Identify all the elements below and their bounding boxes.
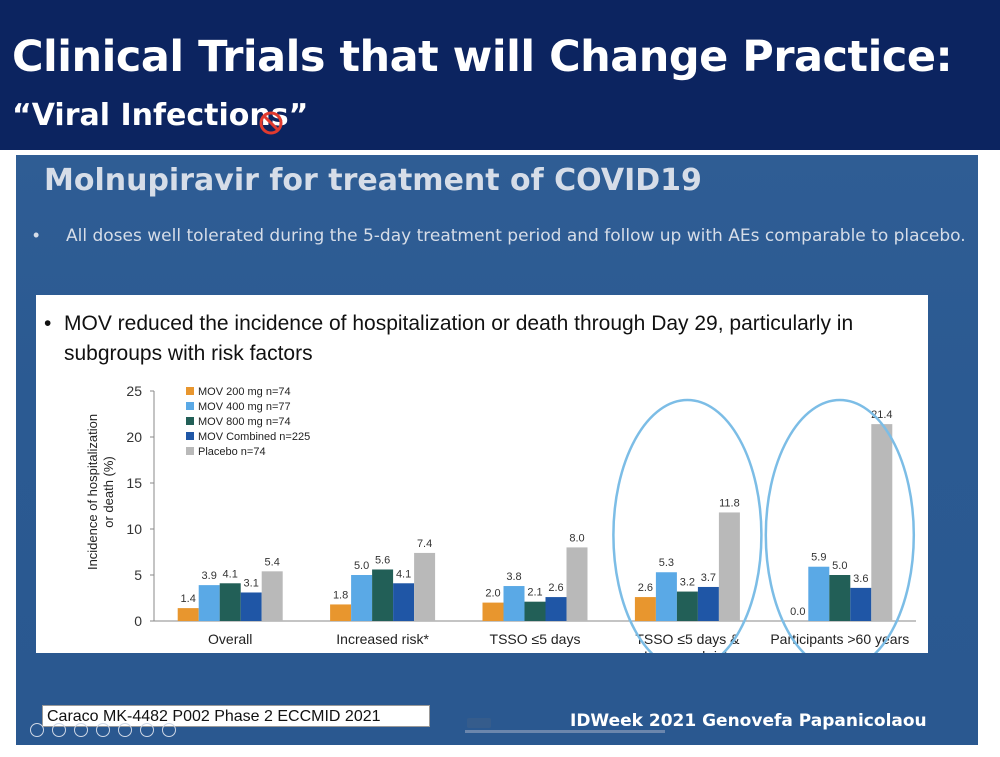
data-label: 3.9: [202, 570, 217, 582]
data-label: 5.0: [832, 560, 847, 572]
presenter-credit: IDWeek 2021 Genovefa Papanicolaou: [570, 711, 927, 731]
bar: [871, 424, 893, 621]
bar: [351, 575, 373, 621]
citation: Caraco MK-4482 P002 Phase 2 ECCMID 2021: [42, 705, 430, 727]
data-label: 3.2: [680, 577, 695, 589]
bar: [414, 552, 436, 621]
data-label: 1.8: [333, 589, 348, 601]
legend-entry: MOV Combined n=225: [198, 431, 310, 443]
bar: [697, 586, 719, 621]
bar: [240, 592, 262, 621]
slide-content: Molnupiravir for treatment of COVID19 • …: [16, 155, 978, 745]
slide-header: Clinical Trials that will Change Practic…: [0, 0, 1000, 150]
data-label: 3.1: [244, 577, 259, 589]
bullet-marker: •: [44, 312, 52, 335]
data-label: 5.6: [375, 554, 390, 566]
data-label: 2.6: [548, 582, 563, 594]
data-label: 8.0: [569, 532, 584, 544]
slide-title: Molnupiravir for treatment of COVID19: [44, 163, 702, 198]
legend-swatch: [186, 432, 194, 440]
bar: [393, 583, 415, 621]
y-tick-label: 5: [134, 567, 142, 583]
page-subtitle: “Viral Infections”: [12, 98, 309, 133]
data-label: 2.6: [638, 582, 653, 594]
legend-swatch: [186, 402, 194, 410]
data-label: 2.1: [527, 587, 542, 599]
legend-swatch: [186, 447, 194, 455]
y-tick-label: 10: [126, 521, 142, 537]
bar: [219, 583, 241, 621]
legend-entry: MOV 800 mg n=74: [198, 416, 291, 428]
chart-bullet: • MOV reduced the incidence of hospitali…: [44, 309, 904, 369]
x-tick-label: Overall: [208, 631, 252, 647]
bar: [198, 585, 220, 621]
data-label: 2.0: [485, 588, 500, 600]
data-label: 5.9: [811, 552, 826, 564]
data-label: 4.1: [396, 568, 411, 580]
bar: [482, 602, 504, 621]
page-title: Clinical Trials that will Change Practic…: [12, 32, 953, 82]
legend-swatch: [186, 417, 194, 425]
y-tick-label: 20: [126, 429, 142, 445]
data-label: 5.0: [354, 560, 369, 572]
data-label: 11.8: [719, 497, 740, 509]
legend-entry: MOV 200 mg n=74: [198, 386, 291, 398]
data-label: 3.6: [853, 573, 868, 585]
bar: [372, 569, 394, 621]
bar: [261, 571, 283, 621]
chart-panel: • MOV reduced the incidence of hospitali…: [36, 295, 928, 653]
data-label: 3.8: [506, 571, 521, 583]
seek-bar[interactable]: [465, 730, 665, 733]
bar: [330, 604, 352, 621]
bar: [503, 586, 525, 621]
x-tick-label: TSSO ≤5 days &: [635, 631, 740, 647]
x-tick-label: Increased risk: [644, 648, 732, 653]
bar: [177, 608, 199, 621]
slide-bullet-text: All doses well tolerated during the 5-da…: [66, 226, 966, 246]
bar: [676, 591, 698, 621]
x-tick-label: Participants >60 years: [770, 631, 909, 647]
player-controls: [16, 720, 276, 746]
data-label: 5.4: [265, 556, 280, 568]
bar: [634, 597, 656, 621]
y-tick-label: 25: [126, 383, 142, 399]
legend-entry: Placebo n=74: [198, 446, 266, 458]
no-sign-icon: [259, 111, 283, 135]
y-axis-label: or death (%): [101, 456, 116, 528]
bar: [808, 566, 830, 621]
pen-icon[interactable]: [74, 723, 88, 737]
legend-entry: MOV 400 mg n=77: [198, 401, 291, 413]
bar: [566, 547, 588, 621]
data-label: 3.7: [701, 572, 716, 584]
highlight-circle: [764, 398, 916, 653]
bar-chart: 0 5 10 15 20 25 Incidence of hospitalization or…: [85, 383, 916, 653]
data-label: 1.4: [181, 593, 196, 605]
y-tick-label: 15: [126, 475, 142, 491]
data-label: 4.1: [223, 568, 238, 580]
highlight-circle: [612, 398, 763, 653]
zoom-icon[interactable]: [118, 723, 132, 737]
x-tick-label: TSSO ≤5 days: [490, 631, 581, 647]
x-tick-label: Increased risk*: [336, 631, 429, 647]
bar: [718, 512, 740, 621]
grid-icon[interactable]: [140, 723, 154, 737]
y-tick-label: 0: [134, 613, 142, 629]
data-label: 7.4: [417, 538, 432, 550]
more-icon[interactable]: [162, 723, 176, 737]
data-label: 5.3: [659, 557, 674, 569]
bar: [655, 572, 677, 621]
bar: [545, 597, 567, 621]
data-label: 0.0: [790, 606, 805, 618]
y-axis-label: Incidence of hospitalization: [85, 414, 100, 570]
play-icon[interactable]: [52, 723, 66, 737]
bar: [829, 575, 851, 621]
prev-icon[interactable]: [30, 723, 44, 737]
bullet-marker: •: [33, 225, 40, 245]
bar: [524, 601, 546, 621]
chart-bullet-text: MOV reduced the incidence of hospitaliza…: [64, 312, 854, 365]
highlight-icon[interactable]: [96, 723, 110, 737]
seek-thumb[interactable]: [467, 718, 491, 728]
legend-swatch: [186, 387, 194, 395]
bar: [850, 587, 872, 621]
